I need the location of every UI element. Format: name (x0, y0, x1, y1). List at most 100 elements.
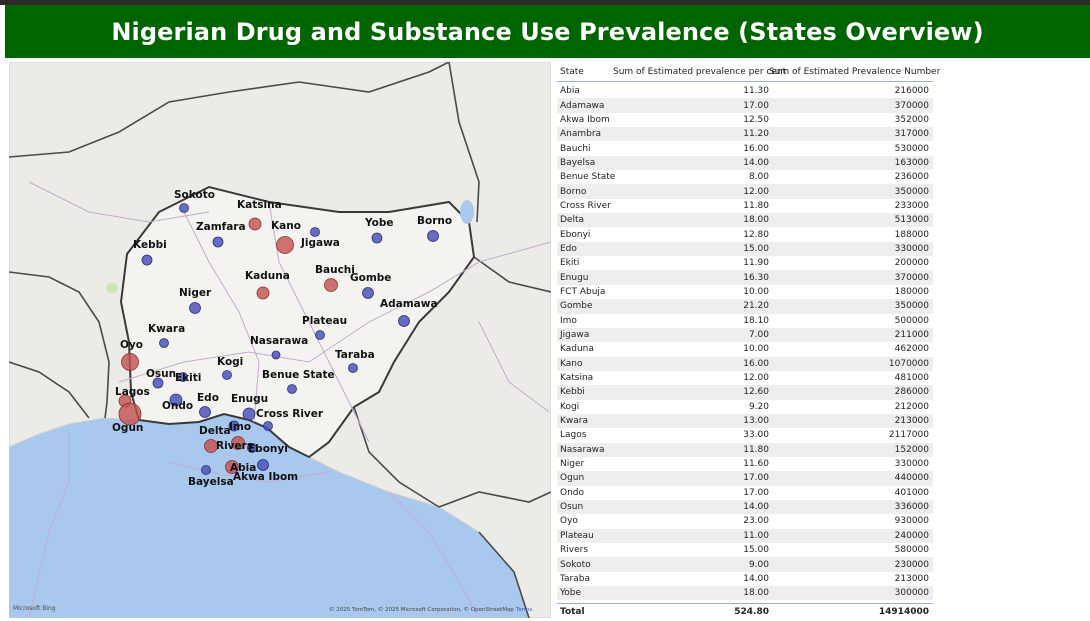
state-bubble[interactable] (257, 459, 269, 471)
table-row[interactable]: Oyo 23.00 930000 (557, 514, 933, 528)
vegetation-patch (106, 283, 118, 293)
table-row[interactable]: Cross River 11.80 233000 (557, 199, 933, 213)
table-row[interactable]: Gombe 21.20 350000 (557, 299, 933, 314)
table-row[interactable]: Imo 18.10 500000 (557, 314, 933, 328)
table-row[interactable]: Kwara 13.00 213000 (557, 413, 933, 429)
table-row[interactable]: Rivers 15.00 580000 (557, 543, 933, 557)
state-bubble[interactable] (427, 230, 439, 242)
table-row[interactable]: Akwa Ibom 12.50 352000 (557, 113, 933, 127)
table-row[interactable]: Ekiti 11.90 200000 (557, 256, 933, 270)
cell-state: Jigawa (560, 330, 590, 341)
state-bubble[interactable] (152, 377, 164, 389)
state-bubble[interactable] (201, 465, 211, 475)
cell-state: Nasarawa (560, 444, 605, 455)
state-label: Borno (417, 215, 452, 227)
state-bubble[interactable] (242, 407, 256, 421)
cell-state: Lagos (560, 430, 587, 441)
table-row[interactable]: Kogi 9.20 212000 (557, 400, 933, 414)
table-row[interactable]: Enugu 16.30 370000 (557, 270, 933, 285)
state-bubble[interactable] (315, 330, 325, 340)
table-row[interactable]: Borno 12.00 350000 (557, 184, 933, 199)
cell-prevalence-number: 236000 (894, 172, 929, 183)
map-terms-link[interactable]: Terms (515, 607, 532, 613)
state-bubble[interactable] (159, 338, 169, 348)
cell-prevalence-number: 930000 (894, 516, 929, 527)
state-bubble[interactable] (178, 372, 188, 382)
bubble-map-visual[interactable]: Sokoto Katsina Zamfara Kano Jigawa Yobe Borno K… (9, 62, 551, 618)
table-row[interactable]: Ebonyi 12.80 188000 (557, 227, 933, 241)
table-row[interactable]: Bayelsa 14.00 163000 (557, 155, 933, 171)
state-bubbles[interactable] (118, 203, 439, 475)
state-bubble[interactable] (118, 402, 142, 426)
state-bubble[interactable] (263, 421, 273, 431)
state-bubble[interactable] (228, 420, 240, 432)
map-attribution[interactable]: © 2025 TomTom, © 2025 Microsoft Corporat… (329, 606, 514, 613)
state-bubble[interactable] (248, 217, 262, 231)
table-row[interactable]: Sokoto 9.00 230000 (557, 557, 933, 572)
cell-prevalence-number: 330000 (894, 459, 929, 470)
state-bubble[interactable] (371, 232, 383, 244)
table-row[interactable]: Anambra 11.20 317000 (557, 127, 933, 142)
cell-prevalence-number: 233000 (894, 200, 929, 211)
table-row[interactable]: Osun 14.00 336000 (557, 499, 933, 515)
state-bubble[interactable] (121, 353, 139, 371)
table-row[interactable]: Nasarawa 11.80 152000 (557, 442, 933, 457)
table-row[interactable]: Jigawa 7.00 211000 (557, 327, 933, 343)
cell-prevalence-percent: 11.80 (743, 200, 769, 211)
cell-prevalence-number: 370000 (894, 100, 929, 111)
state-bubble[interactable] (189, 302, 201, 314)
table-row[interactable]: FCT Abuja 10.00 180000 (557, 285, 933, 299)
cell-prevalence-number: 211000 (894, 330, 929, 341)
state-bubble[interactable] (179, 203, 189, 213)
table-row[interactable]: Delta 18.00 513000 (557, 213, 933, 228)
state-bubble[interactable] (212, 236, 224, 248)
table-row[interactable]: Edo 15.00 330000 (557, 241, 933, 257)
state-bubble[interactable] (276, 236, 294, 254)
table-row[interactable]: Plateau 11.00 240000 (557, 528, 933, 543)
table-row[interactable]: Kebbi 12.60 286000 (557, 385, 933, 400)
table-row[interactable]: Ogun 17.00 440000 (557, 471, 933, 486)
state-bubble[interactable] (271, 350, 281, 360)
state-bubble[interactable] (225, 460, 239, 474)
table-row[interactable]: Taraba 14.00 213000 (557, 572, 933, 586)
table-row[interactable]: Bauchi 16.00 530000 (557, 141, 933, 155)
state-bubble[interactable] (324, 278, 338, 292)
state-bubble[interactable] (247, 443, 257, 453)
table-row[interactable]: Yobe 18.00 300000 (557, 586, 933, 601)
table-row[interactable]: Abia 11.30 216000 (557, 84, 933, 98)
state-bubble[interactable] (287, 384, 297, 394)
table-row[interactable]: Kano 16.00 1070000 (557, 356, 933, 371)
state-bubble[interactable] (256, 286, 270, 300)
cell-prevalence-percent: 12.00 (743, 373, 769, 384)
table-row[interactable]: Niger 11.60 330000 (557, 457, 933, 471)
cell-state: Edo (560, 243, 577, 254)
table-header-state[interactable]: State (560, 67, 584, 77)
map-canvas[interactable]: Sokoto Katsina Zamfara Kano Jigawa Yobe Borno K… (9, 62, 551, 618)
table-row[interactable]: Lagos 33.00 2117000 (557, 428, 933, 442)
table-row[interactable]: Benue State 8.00 236000 (557, 170, 933, 184)
cell-state: Bayelsa (560, 157, 596, 168)
cell-state: Rivers (560, 545, 589, 556)
table-header-prevalence-number[interactable]: Sum of Estimated Prevalence Number (769, 67, 941, 77)
data-table-visual[interactable]: State Sum of Estimated prevalence per ce… (557, 62, 941, 618)
table-row[interactable]: Katsina 12.00 481000 (557, 371, 933, 385)
state-bubble[interactable] (199, 406, 211, 418)
cell-prevalence-number: 240000 (894, 530, 929, 541)
report-title-banner: Nigerian Drug and Substance Use Prevalen… (5, 5, 1090, 58)
table-row[interactable]: Kaduna 10.00 462000 (557, 342, 933, 356)
state-bubble[interactable] (222, 370, 232, 380)
table-row[interactable]: Ondo 17.00 401000 (557, 486, 933, 500)
state-bubble[interactable] (398, 315, 410, 327)
table-row[interactable]: Adamawa 17.00 370000 (557, 98, 933, 113)
state-bubble[interactable] (310, 227, 320, 237)
state-bubble[interactable] (141, 254, 153, 266)
table-header-prevalence-percent[interactable]: Sum of Estimated prevalence per cent (613, 67, 787, 77)
state-label: Ogun (112, 422, 143, 434)
state-bubble[interactable] (362, 287, 374, 299)
cell-state: Enugu (560, 272, 589, 283)
state-bubble[interactable] (231, 436, 245, 450)
state-bubble[interactable] (204, 439, 218, 453)
state-bubble[interactable] (169, 393, 183, 407)
cell-prevalence-percent: 18.10 (743, 315, 769, 326)
state-bubble[interactable] (348, 363, 358, 373)
